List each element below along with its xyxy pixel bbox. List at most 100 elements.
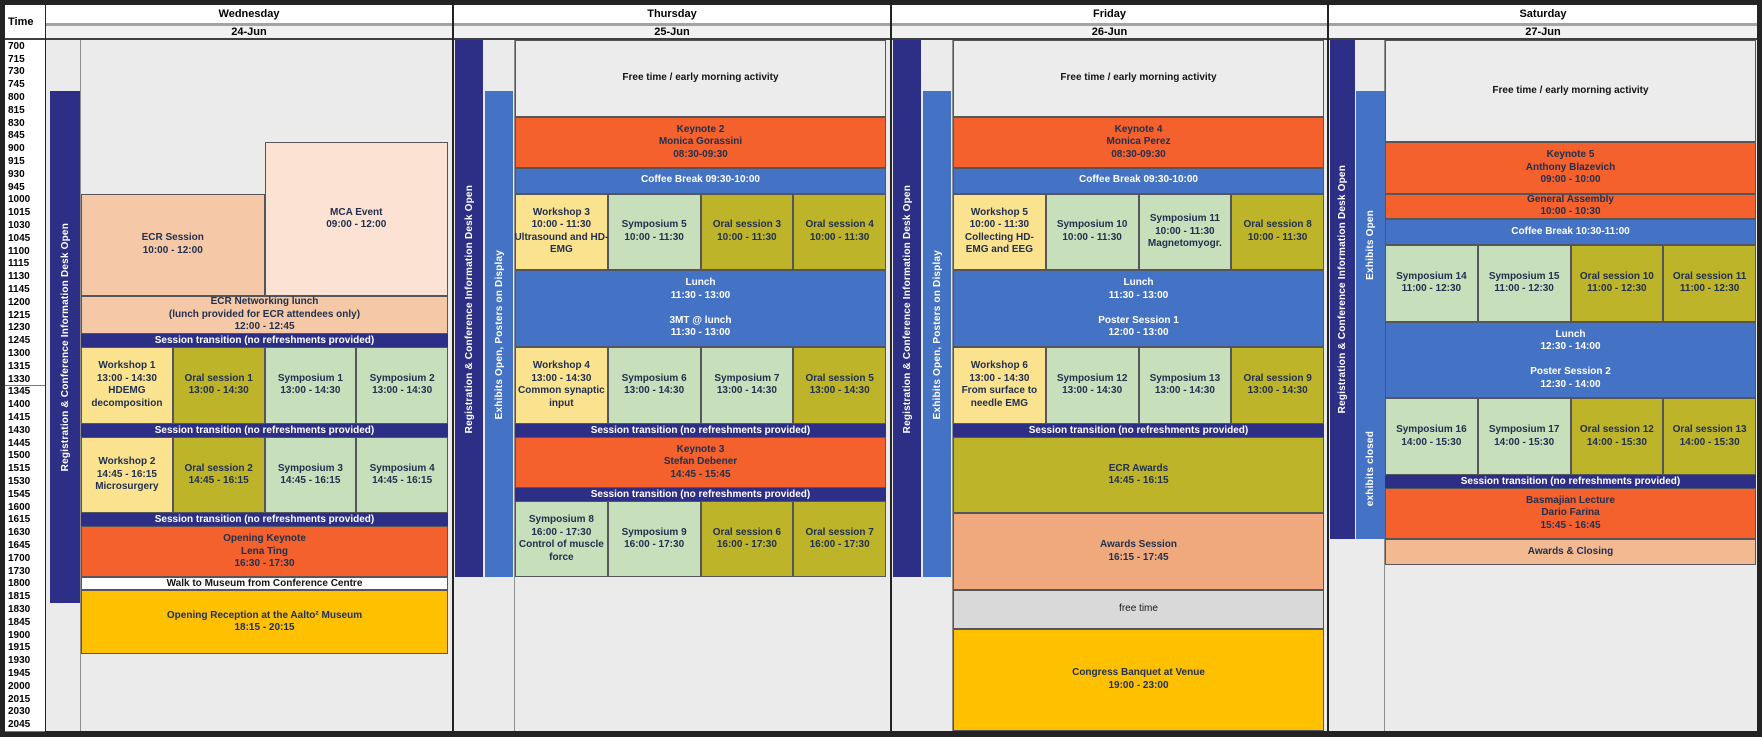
oral-session-8[interactable]: Oral session 8 10:00 - 11:30 bbox=[1231, 193, 1324, 271]
oral-session-9[interactable]: Oral session 9 13:00 - 14:30 bbox=[1231, 347, 1324, 424]
oral-session-5[interactable]: Oral session 5 13:00 - 14:30 bbox=[793, 347, 886, 424]
ecr-networking-lunch-text: (lunch provided for ECR attendees only) bbox=[168, 308, 361, 320]
exhibits-bar[interactable]: Exhibits Open, Posters on Display bbox=[485, 91, 513, 578]
coffee-break[interactable]: Coffee Break 09:30-10:00 bbox=[515, 167, 886, 194]
symposium-9-text: Symposium 9 bbox=[621, 526, 687, 538]
oral-session-6-text: Oral session 6 bbox=[712, 526, 782, 538]
exhibits-bar[interactable]: Exhibits Open, Posters on Display bbox=[923, 91, 951, 578]
session-transition-banner[interactable]: Session transition (no refreshments prov… bbox=[81, 423, 448, 437]
time-slot-label: 1530 bbox=[5, 475, 45, 489]
workshop-1[interactable]: Workshop 1 13:00 - 14:30 HDEMG decompositio… bbox=[81, 347, 173, 424]
session-transition-banner[interactable]: Session transition (no refreshments prov… bbox=[1385, 475, 1756, 488]
registration-desk-bar[interactable]: Registration & Conference Information De… bbox=[455, 40, 483, 578]
exhibits-closed-bar-label: exhibits closed bbox=[1365, 431, 1376, 507]
symposium-12-text: Symposium 12 bbox=[1056, 372, 1128, 384]
coffee-break[interactable]: Coffee Break 10:30-11:00 bbox=[1385, 219, 1756, 245]
keynote-5[interactable]: Keynote 5 Anthony Blazevich 09:00 - 10:00 bbox=[1385, 142, 1756, 194]
symposium-10[interactable]: Symposium 10 10:00 - 11:30 bbox=[1045, 193, 1139, 271]
symposium-7[interactable]: Symposium 7 13:00 - 14:30 bbox=[700, 347, 794, 424]
session-transition-banner[interactable]: Session transition (no refreshments prov… bbox=[81, 513, 448, 527]
free-time-morning[interactable]: Free time / early morning activity bbox=[953, 40, 1324, 117]
time-slot-label: 1145 bbox=[5, 283, 45, 297]
session-transition-banner[interactable]: Session transition (no refreshments prov… bbox=[515, 487, 886, 501]
ecr-networking-lunch[interactable]: ECR Networking lunch (lunch provided for … bbox=[81, 295, 448, 335]
oral-session-13[interactable]: Oral session 13 14:00 - 15:30 bbox=[1663, 398, 1756, 476]
time-slot-label: 1415 bbox=[5, 411, 45, 425]
lunch-poster-2[interactable]: Lunch 12:30 - 14:00 Poster Session 2 12:30 … bbox=[1385, 321, 1756, 399]
symposium-6[interactable]: Symposium 6 13:00 - 14:30 bbox=[607, 347, 701, 424]
workshop-6[interactable]: Workshop 6 13:00 - 14:30 From surface to ne… bbox=[953, 347, 1046, 424]
exhibits-open-bar[interactable]: Exhibits Open bbox=[1356, 91, 1385, 399]
oral-session-1[interactable]: Oral session 1 13:00 - 14:30 bbox=[172, 347, 265, 424]
symposium-1[interactable]: Symposium 1 13:00 - 14:30 bbox=[264, 347, 357, 424]
workshop-2[interactable]: Workshop 2 14:45 - 16:15 Microsurgery bbox=[81, 436, 173, 514]
general-assembly[interactable]: General Assembly 10:00 - 10:30 bbox=[1385, 193, 1756, 220]
opening-reception[interactable]: Opening Reception at the Aalto² Museum 18… bbox=[81, 590, 448, 655]
symposium-11[interactable]: Symposium 11 10:00 - 11:30 Magnetomyogr. bbox=[1138, 193, 1232, 271]
workshop-5[interactable]: Workshop 5 10:00 - 11:30 Collecting HD- EMG… bbox=[953, 193, 1046, 271]
oral-session-10[interactable]: Oral session 10 11:00 - 12:30 bbox=[1570, 244, 1664, 322]
registration-desk-bar[interactable]: Registration & Conference Information De… bbox=[50, 91, 80, 604]
oral-session-6[interactable]: Oral session 6 16:00 - 17:30 bbox=[700, 500, 794, 578]
workshop-5-text: 10:00 - 11:30 bbox=[969, 219, 1030, 231]
free-time-evening[interactable]: free time bbox=[953, 590, 1324, 629]
session-transition-banner[interactable]: Session transition (no refreshments prov… bbox=[81, 334, 448, 348]
awards-session[interactable]: Awards Session 16:15 - 17:45 bbox=[953, 513, 1324, 591]
oral-session-11[interactable]: Oral session 11 11:00 - 12:30 bbox=[1663, 244, 1756, 322]
symposium-14[interactable]: Symposium 14 11:00 - 12:30 bbox=[1385, 244, 1478, 322]
workshop-3[interactable]: Workshop 3 10:00 - 11:30 Ultrasound and HD… bbox=[514, 193, 608, 271]
time-slot-label: 1215 bbox=[5, 308, 45, 323]
symposium-15[interactable]: Symposium 15 11:00 - 12:30 bbox=[1477, 244, 1571, 322]
session-transition-banner[interactable]: Session transition (no refreshments prov… bbox=[953, 423, 1324, 437]
mca-event[interactable]: MCA Event 09:00 - 12:00 bbox=[264, 142, 448, 296]
congress-banquet[interactable]: Congress Banquet at Venue 19:00 - 23:00 bbox=[953, 628, 1324, 731]
oral-session-4[interactable]: Oral session 4 10:00 - 11:30 bbox=[793, 193, 886, 271]
time-slot-label: 1600 bbox=[5, 500, 45, 515]
symposium-5[interactable]: Symposium 5 10:00 - 11:30 bbox=[607, 193, 701, 271]
oral-session-12[interactable]: Oral session 12 14:00 - 15:30 bbox=[1570, 398, 1664, 476]
symposium-1-text: Symposium 1 bbox=[277, 372, 343, 384]
symposium-3[interactable]: Symposium 3 14:45 - 16:15 bbox=[264, 436, 357, 514]
coffee-break[interactable]: Coffee Break 09:30-10:00 bbox=[953, 167, 1324, 194]
keynote-3[interactable]: Keynote 3 Stefan Debener 14:45 - 15:45 bbox=[515, 436, 886, 488]
oral-session-3[interactable]: Oral session 3 10:00 - 11:30 bbox=[700, 193, 794, 271]
symposium-2[interactable]: Symposium 2 13:00 - 14:30 bbox=[356, 347, 448, 424]
awards-closing[interactable]: Awards & Closing bbox=[1385, 539, 1756, 565]
symposium-13[interactable]: Symposium 13 13:00 - 14:30 bbox=[1138, 347, 1232, 424]
keynote-4[interactable]: Keynote 4 Monica Perez 08:30-09:30 bbox=[953, 116, 1324, 168]
registration-desk-bar[interactable]: Registration & Conference Information De… bbox=[893, 40, 921, 578]
free-time-morning[interactable]: Free time / early morning activity bbox=[515, 40, 886, 117]
opening-keynote[interactable]: Opening Keynote Lena Ting 16:30 - 17:30 bbox=[81, 526, 448, 578]
oral-session-2[interactable]: Oral session 2 14:45 - 16:15 bbox=[172, 436, 265, 514]
ecr-session[interactable]: ECR Session 10:00 - 12:00 bbox=[81, 193, 265, 296]
ecr-awards[interactable]: ECR Awards 14:45 - 16:15 bbox=[953, 436, 1324, 514]
workshop-1-text: Workshop 1 bbox=[98, 360, 156, 372]
lunch-poster-1[interactable]: Lunch 11:30 - 13:00 Poster Session 1 12:00 … bbox=[953, 270, 1324, 348]
free-time-morning[interactable]: Free time / early morning activity bbox=[1385, 40, 1756, 143]
symposium-9[interactable]: Symposium 9 16:00 - 17:30 bbox=[607, 500, 701, 578]
day-column-thursday: Thursday 25-Jun Registration & Conference … bbox=[454, 5, 890, 731]
registration-desk-bar[interactable]: Registration & Conference Information De… bbox=[1330, 40, 1355, 540]
time-slot-label: 1915 bbox=[5, 641, 45, 656]
general-assembly-text: General Assembly bbox=[1527, 193, 1614, 205]
oral-session-7[interactable]: Oral session 7 16:00 - 17:30 bbox=[793, 500, 886, 578]
symposium-8[interactable]: Symposium 8 16:00 - 17:30 Control of muscl… bbox=[515, 500, 608, 578]
time-slot-label: 1930 bbox=[5, 654, 45, 668]
workshop-4[interactable]: Workshop 4 13:00 - 14:30 Common synaptic in… bbox=[515, 347, 608, 424]
basmajian-lecture[interactable]: Basmajian Lecture Dario Farina 15:45 - 16:… bbox=[1385, 487, 1756, 540]
day-body: Registration & Conference Information De… bbox=[454, 40, 890, 731]
oral-session-3-text: 10:00 - 11:30 bbox=[717, 231, 777, 243]
time-slot-label: 1645 bbox=[5, 539, 45, 553]
basmajian-lecture-text: Dario Farina bbox=[1541, 507, 1600, 519]
exhibits-closed-bar[interactable]: exhibits closed bbox=[1356, 398, 1385, 540]
keynote-2[interactable]: Keynote 2 Monica Gorassini 08:30-09:30 bbox=[515, 116, 886, 168]
free-time-morning-text: Free time / early morning activity bbox=[1492, 84, 1649, 96]
lunch-3mt[interactable]: Lunch 11:30 - 13:00 3MT @ lunch 11:30 - 13:… bbox=[515, 270, 886, 348]
session-transition-banner[interactable]: Session transition (no refreshments prov… bbox=[515, 423, 886, 437]
walk-to-museum[interactable]: Walk to Museum from Conference Centre bbox=[81, 577, 448, 591]
symposium-12[interactable]: Symposium 12 13:00 - 14:30 bbox=[1045, 347, 1139, 424]
symposium-17[interactable]: Symposium 17 14:00 - 15:30 bbox=[1477, 398, 1571, 476]
symposium-16[interactable]: Symposium 16 14:00 - 15:30 bbox=[1385, 398, 1478, 476]
symposium-4[interactable]: Symposium 4 14:45 - 16:15 bbox=[356, 436, 448, 514]
symposium-4-text: Symposium 4 bbox=[369, 462, 435, 474]
